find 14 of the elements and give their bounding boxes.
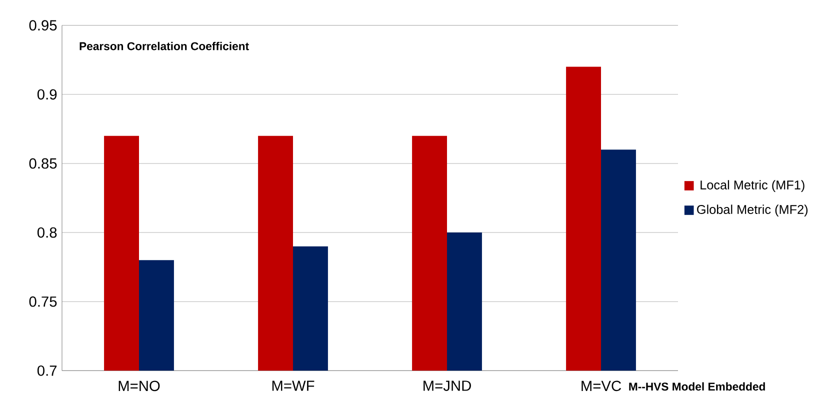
y-tick-label: 0.75 — [29, 296, 57, 307]
x-tick-label: M=JND — [424, 380, 471, 391]
x-axis-title: M--HVS Model Embedded — [629, 382, 765, 390]
y-axis-title: Pearson Correlation Coefficient — [80, 42, 249, 50]
x-tick-label: M=NO — [118, 380, 160, 391]
y-tick-label: 0.95 — [29, 20, 57, 30]
legend-label: Global Metric (MF2) — [697, 204, 808, 216]
y-tick-label: 0.9 — [37, 89, 57, 100]
y-tick-label: 0.85 — [29, 158, 57, 168]
y-tick-label: 0.8 — [37, 227, 57, 238]
x-tick-label: M=WF — [272, 380, 314, 391]
x-tick-label: M=VC — [582, 380, 622, 391]
y-tick-label: 0.7 — [37, 365, 57, 376]
legend-label: Local Metric (MF1) — [700, 180, 804, 192]
